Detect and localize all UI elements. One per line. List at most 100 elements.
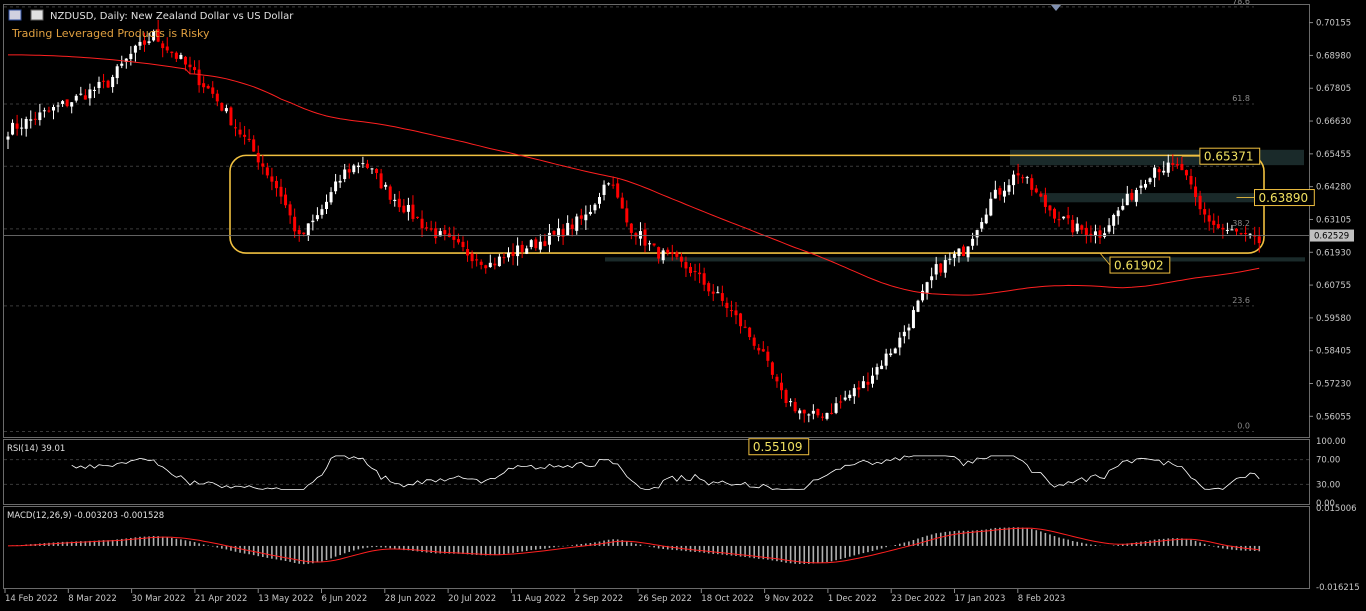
- time-axis: 14 Feb 2022 8 Mar 2022 30 Mar 2022 21 Apr 2…: [4, 589, 1066, 604]
- candle: [325, 194, 328, 215]
- fib-level-label: 0.0: [1237, 422, 1250, 431]
- candle: [1039, 191, 1043, 198]
- candle: [497, 253, 501, 267]
- candle: [138, 33, 142, 50]
- symbol-title: NZDUSD, Daily: New Zealand Dollar vs US …: [50, 11, 294, 22]
- price-tick-label: 0.64280: [1316, 183, 1351, 193]
- candle: [174, 51, 178, 62]
- candle: [607, 182, 611, 186]
- candle: [661, 248, 665, 264]
- price-tick-label: 0.68980: [1316, 51, 1351, 61]
- candle: [720, 285, 724, 307]
- window-icon: [8, 9, 22, 21]
- candle: [1093, 224, 1097, 244]
- candle: [206, 84, 210, 90]
- price-tick-label: 0.67805: [1316, 84, 1351, 94]
- rsi-tick-label: 70.00: [1316, 456, 1340, 466]
- candle: [816, 408, 820, 418]
- candle: [1084, 221, 1088, 244]
- candle: [547, 224, 551, 253]
- price-annotation[interactable]: 0.55109: [748, 438, 810, 456]
- price-tick-label: 0.65455: [1316, 150, 1351, 160]
- candle: [6, 131, 10, 149]
- chart-header: NZDUSD, Daily: New Zealand Dollar vs US …: [8, 9, 294, 40]
- candle: [161, 40, 165, 58]
- rsi-panel: RSI(14) 39.01 100.00 70.00 30.00 0.00: [4, 437, 1346, 509]
- candle: [484, 264, 488, 274]
- candle: [133, 44, 137, 62]
- consolidation-zone-rect[interactable]: [229, 154, 1265, 254]
- candle: [1107, 218, 1111, 234]
- price-panel-frame: [3, 4, 1310, 438]
- candle: [1112, 213, 1116, 235]
- price-annotation[interactable]: 0.63890: [1236, 189, 1315, 207]
- rsi-label: RSI(14) 39.01: [7, 444, 65, 454]
- candle: [634, 231, 638, 245]
- candle: [1175, 157, 1179, 169]
- candle: [365, 159, 369, 170]
- candle: [757, 344, 761, 355]
- candle: [143, 32, 146, 52]
- candle: [124, 58, 128, 69]
- time-tick-label: 23 Dec 2022: [891, 594, 945, 604]
- macd-tick-label: 0.015006: [1316, 504, 1357, 514]
- candle: [52, 104, 55, 120]
- candle: [83, 89, 87, 100]
- candle: [666, 247, 670, 256]
- time-tick-label: 8 Feb 2023: [1018, 594, 1066, 604]
- candle: [711, 284, 715, 302]
- macd-signal-line: [7, 527, 1260, 564]
- candle: [629, 222, 633, 240]
- candle: [1012, 170, 1016, 195]
- fib-level-label: 23.6: [1232, 296, 1250, 305]
- time-tick-label: 6 Jun 2022: [322, 594, 368, 604]
- candle: [434, 221, 438, 244]
- price-candles: [6, 19, 1261, 423]
- candle: [470, 250, 474, 269]
- candle: [1134, 187, 1138, 207]
- candle: [984, 208, 988, 225]
- candle: [584, 205, 588, 230]
- candle: [320, 204, 324, 219]
- candle: [47, 106, 51, 113]
- candle: [220, 102, 224, 112]
- candle: [993, 180, 997, 199]
- candle: [416, 216, 419, 219]
- candle: [420, 210, 424, 238]
- trade-icon[interactable]: [30, 9, 44, 21]
- candle: [825, 412, 829, 421]
- candle: [343, 163, 347, 183]
- candle: [1007, 179, 1011, 196]
- candle: [529, 239, 533, 250]
- rsi-line: [71, 455, 1260, 490]
- candle: [288, 201, 292, 224]
- price-tick-label: 0.66630: [1316, 117, 1351, 127]
- candle: [675, 250, 679, 260]
- candle: [871, 367, 874, 388]
- candle: [411, 195, 415, 222]
- candle: [1194, 177, 1198, 206]
- rsi-tick-label: 0.00: [1316, 499, 1335, 509]
- candle: [734, 302, 738, 325]
- annotation-label: 0.65371: [1204, 150, 1254, 164]
- candle: [598, 192, 601, 209]
- chart-shift-marker-icon[interactable]: [1051, 5, 1061, 11]
- candle: [429, 220, 433, 232]
- candle: [625, 200, 629, 227]
- macd-panel-frame: [3, 506, 1310, 589]
- candle: [425, 221, 429, 231]
- candle: [466, 240, 470, 262]
- price-annotation[interactable]: 0.65371: [1181, 147, 1261, 165]
- price-tick-label: 0.61930: [1316, 248, 1351, 258]
- candle: [284, 187, 288, 209]
- candle: [802, 409, 806, 423]
- candle: [1166, 154, 1170, 177]
- risk-warning: Trading Leveraged Products is Risky: [11, 27, 210, 40]
- candle: [780, 373, 783, 399]
- candle: [511, 243, 515, 266]
- candle: [56, 102, 60, 113]
- candle: [1016, 163, 1020, 184]
- candle: [1235, 228, 1238, 236]
- price-annotation[interactable]: 0.61902: [1099, 252, 1171, 274]
